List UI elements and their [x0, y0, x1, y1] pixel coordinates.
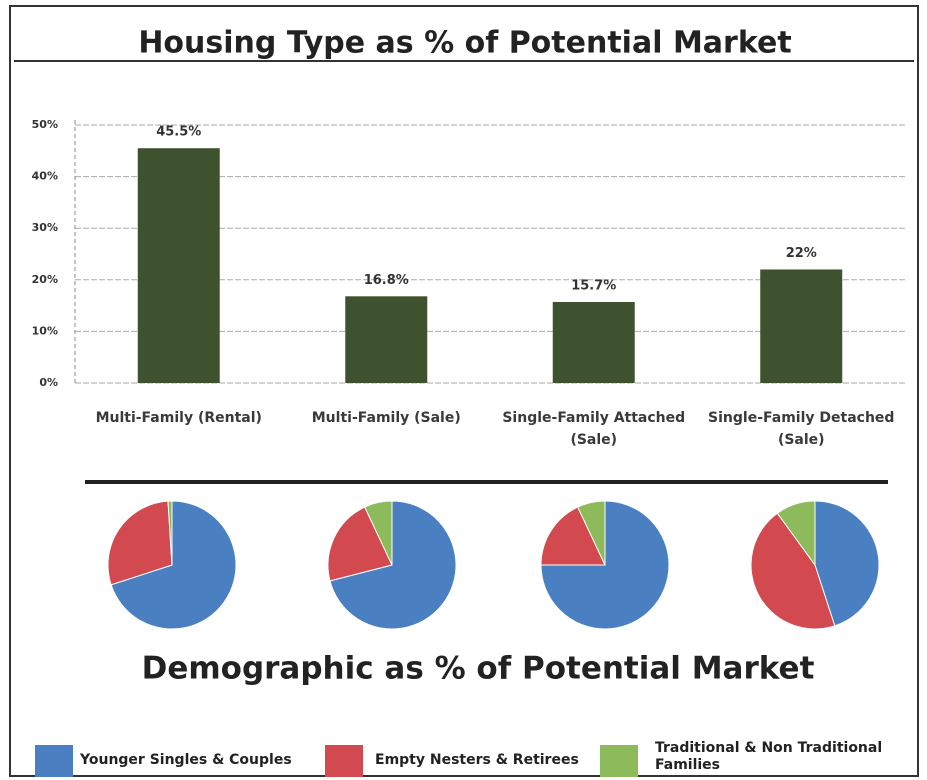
- x-tick-label: Single-Family Detached (Sale): [708, 410, 895, 448]
- pie-title: Demographic as % of Potential Market: [142, 651, 815, 687]
- legend-swatch: [600, 745, 638, 777]
- bar-title: Housing Type as % of Potential Market: [138, 26, 791, 61]
- pie-slice: [577, 500, 606, 566]
- x-tick-label: Single-Family Attached (Sale): [502, 410, 686, 448]
- y-tick-label: 50%: [32, 118, 58, 131]
- pie-slice: [327, 506, 393, 582]
- legend-label: Empty Nesters & Retirees: [375, 752, 579, 768]
- pie-slice: [110, 500, 237, 630]
- bar: [760, 269, 843, 383]
- value-label: 45.5%: [156, 125, 201, 140]
- pie-slice: [107, 500, 173, 586]
- y-tick-label: 40%: [32, 170, 58, 183]
- value-label: 16.8%: [364, 273, 409, 288]
- x-tick-label: Multi-Family (Sale): [311, 410, 461, 426]
- y-tick-label: 20%: [32, 273, 58, 286]
- bar: [552, 301, 635, 383]
- legend-label: Younger Singles & Couples: [80, 752, 292, 768]
- y-tick-label: 30%: [32, 221, 58, 234]
- pie-slice: [540, 500, 670, 630]
- legend-swatch: [35, 745, 73, 777]
- pie-slice: [364, 500, 393, 566]
- value-label: 15.7%: [571, 278, 616, 293]
- x-tick-label: Multi-Family (Rental): [95, 410, 262, 426]
- bar: [345, 296, 428, 383]
- legend-swatch: [325, 745, 363, 777]
- bar: [137, 148, 220, 383]
- legend-label: Traditional & Non Traditional Families: [655, 740, 883, 773]
- pie-slice: [814, 500, 880, 627]
- pie-slice: [750, 512, 836, 630]
- pie-slice: [776, 500, 816, 567]
- pie-slice: [329, 500, 457, 630]
- y-tick-label: 0%: [39, 376, 58, 389]
- frame: [9, 5, 919, 777]
- pie-slice: [167, 500, 173, 566]
- value-label: 22%: [786, 246, 817, 261]
- y-tick-label: 10%: [32, 324, 58, 337]
- pie-slice: [540, 506, 606, 566]
